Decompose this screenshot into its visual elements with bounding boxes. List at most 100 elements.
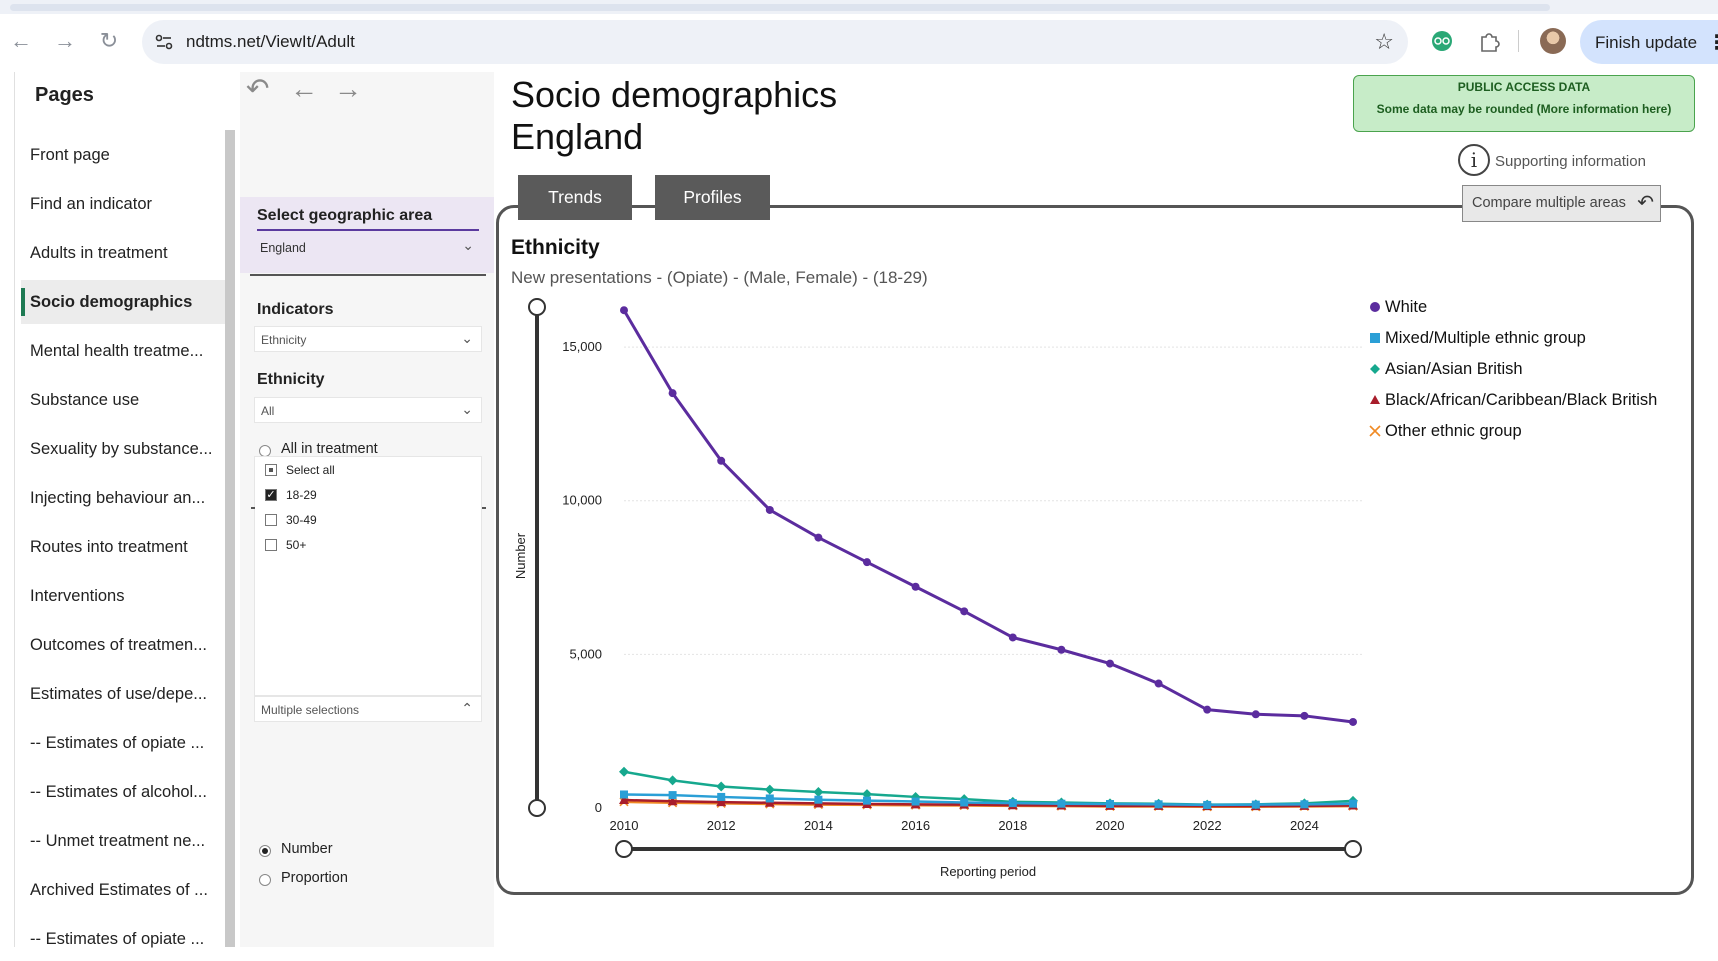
- reset-icon[interactable]: ↶: [246, 73, 270, 104]
- x-range-slider-handle[interactable]: [615, 840, 633, 858]
- multiple-selections-value: Multiple selections: [261, 703, 360, 717]
- measure-radio[interactable]: [259, 874, 271, 886]
- x-tick-label: 2016: [901, 818, 930, 833]
- y-range-slider-handle[interactable]: [528, 799, 546, 817]
- data-point: [620, 306, 628, 315]
- indicators-dropdown[interactable]: Ethnicity ⌄: [254, 326, 482, 352]
- chevron-down-icon[interactable]: ⌄: [462, 237, 474, 253]
- pages-title: Pages: [35, 84, 94, 106]
- legend-label: Black/African/Caribbean/Black British: [1385, 391, 1658, 409]
- y-tick-label: 0: [595, 800, 602, 815]
- legend-item[interactable]: Mixed/Multiple ethnic group: [1368, 329, 1586, 349]
- tab-profiles[interactable]: Profiles: [655, 175, 770, 220]
- finish-update-button[interactable]: Finish update ⋮: [1580, 20, 1718, 64]
- age-checkbox[interactable]: [265, 514, 277, 526]
- profile-avatar[interactable]: [1540, 28, 1566, 54]
- extensions-puzzle-icon[interactable]: [1476, 28, 1502, 54]
- data-point: [960, 607, 969, 616]
- data-point: [668, 389, 677, 398]
- circle-marker-icon: [1370, 302, 1380, 312]
- measure-radio[interactable]: [259, 845, 271, 857]
- public-access-note[interactable]: Some data may be rounded (More informati…: [1376, 102, 1672, 116]
- legend-item[interactable]: Black/African/Caribbean/Black British: [1368, 391, 1657, 411]
- data-point: [1057, 645, 1066, 654]
- indicators-label: Indicators: [257, 301, 334, 318]
- tab-trends[interactable]: Trends: [518, 175, 632, 220]
- undo-icon: ↶: [1637, 192, 1654, 214]
- toolbar-divider: [1518, 30, 1519, 52]
- data-point: [1251, 710, 1260, 719]
- redo-arrow-icon[interactable]: →: [334, 73, 362, 104]
- page-title-area: England: [511, 116, 644, 157]
- panel-marker: [251, 507, 255, 509]
- sidebar-scrollbar[interactable]: [225, 130, 235, 947]
- data-point: [1106, 659, 1114, 668]
- compare-label: Compare multiple areas: [1472, 195, 1626, 211]
- x-marker-icon: [1369, 425, 1381, 437]
- y-range-slider-handle[interactable]: [528, 298, 546, 316]
- compare-multiple-areas-button[interactable]: Compare multiple areas ↶: [1462, 185, 1661, 222]
- site-settings-icon[interactable]: [154, 32, 174, 52]
- age-checkbox-label[interactable]: 50+: [286, 538, 307, 552]
- legend-label: Other ethnic group: [1385, 422, 1522, 440]
- series-line: [623, 770, 1354, 806]
- x-range-slider-handle[interactable]: [1344, 840, 1362, 858]
- series-line: [623, 798, 1354, 808]
- multiple-selections-dropdown[interactable]: Multiple selections ⌃: [254, 696, 482, 722]
- measure-radio-label[interactable]: Proportion: [281, 870, 348, 886]
- y-axis-label: Number: [513, 532, 528, 579]
- x-tick-label: 2012: [707, 818, 736, 833]
- square-marker-icon: [1370, 333, 1380, 343]
- data-point: [911, 582, 920, 591]
- age-group-list: Select all ✓ 18-29 30-49 50+: [254, 456, 482, 696]
- reload-icon[interactable]: ↻: [99, 28, 119, 53]
- data-point: [1008, 799, 1017, 808]
- series-line: [622, 309, 1354, 724]
- supporting-information-label[interactable]: Supporting information: [1495, 153, 1646, 170]
- url-text[interactable]: ndtms.net/ViewIt/Adult: [186, 32, 355, 51]
- legend-item[interactable]: White: [1368, 298, 1427, 318]
- y-tick-label: 10,000: [562, 493, 602, 508]
- chevron-down-icon[interactable]: ⌄: [461, 401, 473, 417]
- extension-glasses-icon[interactable]: [1429, 28, 1455, 54]
- age-checkbox-label[interactable]: Select all: [286, 463, 335, 477]
- legend-item[interactable]: Asian/Asian British: [1368, 360, 1523, 380]
- sidebar-item[interactable]: Socio demographics: [21, 280, 225, 324]
- public-access-banner[interactable]: PUBLIC ACCESS DATA Some data may be roun…: [1353, 75, 1695, 132]
- tab-strip-bar: [10, 4, 1550, 11]
- forward-icon[interactable]: →: [54, 28, 76, 53]
- data-point: [1154, 679, 1163, 688]
- age-checkbox[interactable]: [265, 539, 277, 551]
- chevron-up-icon[interactable]: ⌃: [461, 700, 473, 716]
- data-point: [1008, 633, 1017, 642]
- undo-arrow-icon[interactable]: ←: [290, 73, 318, 104]
- ethnicity-label: Ethnicity: [257, 371, 325, 388]
- chevron-down-icon[interactable]: ⌄: [461, 330, 473, 346]
- address-bar[interactable]: ndtms.net/ViewIt/Adult ☆: [142, 20, 1408, 64]
- age-checkbox-label[interactable]: 30-49: [286, 513, 317, 527]
- legend-label: Asian/Asian British: [1385, 360, 1523, 378]
- x-tick-label: 2024: [1290, 818, 1319, 833]
- geo-value[interactable]: England: [260, 241, 306, 255]
- ethnicity-dropdown[interactable]: All ⌄: [254, 397, 482, 423]
- measure-radio-label[interactable]: Number: [281, 841, 333, 857]
- geographic-area-selector[interactable]: Select geographic area England ⌄: [240, 197, 494, 273]
- all-in-treatment-label[interactable]: All in treatment: [281, 441, 378, 457]
- data-point: [716, 797, 727, 807]
- series-line: [623, 793, 1354, 807]
- info-icon[interactable]: i: [1458, 144, 1490, 176]
- back-icon[interactable]: ←: [10, 28, 32, 53]
- age-checkbox-label[interactable]: 18-29: [286, 488, 317, 502]
- data-point: [765, 505, 774, 514]
- data-point: [814, 795, 823, 804]
- age-checkbox[interactable]: ✓: [265, 489, 277, 501]
- data-point: [765, 794, 774, 803]
- legend-item[interactable]: Other ethnic group: [1368, 422, 1522, 442]
- more-menu-icon[interactable]: ⋮: [1707, 32, 1718, 54]
- bookmark-star-icon[interactable]: ☆: [1374, 29, 1394, 54]
- age-checkbox[interactable]: [265, 464, 277, 476]
- x-axis-label: Reporting period: [940, 864, 1036, 879]
- divider: [250, 274, 486, 276]
- data-point: [1349, 799, 1357, 808]
- data-point: [620, 790, 628, 799]
